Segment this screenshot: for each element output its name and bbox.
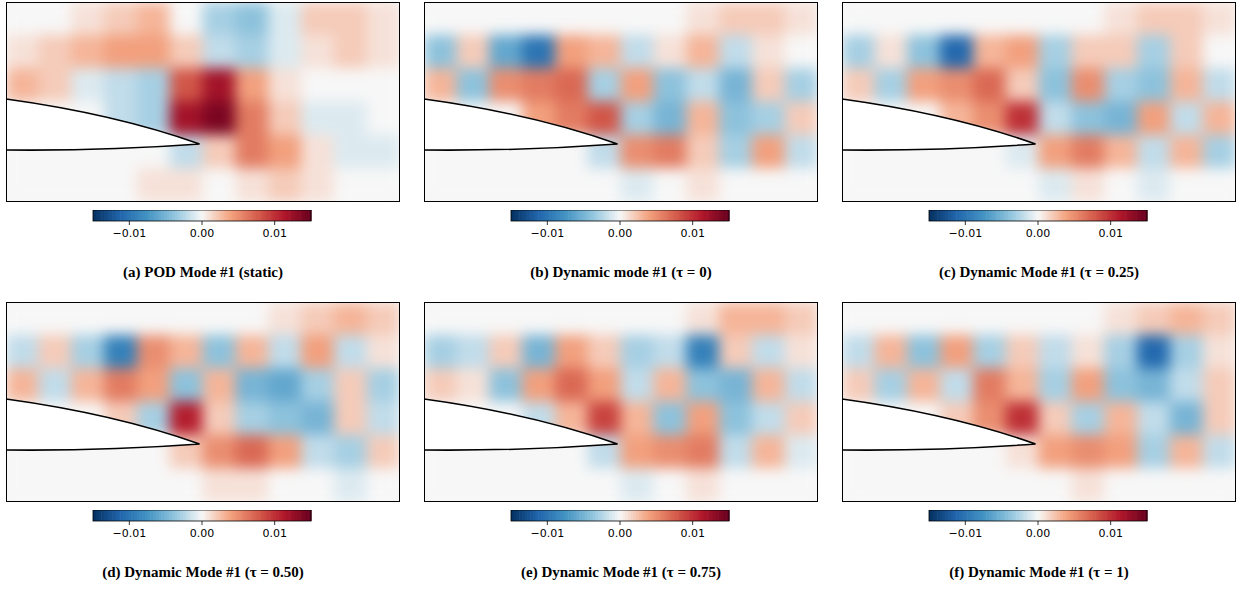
html-text:(d) Dynamic Mode #1 (τ = 0.50): (d) Dynamic Mode #1 (τ = 0.50): [102, 564, 304, 580]
html-text:(c) Dynamic Mode #1 (τ = 0.25): (c) Dynamic Mode #1 (τ = 0.25): [939, 264, 1139, 280]
svg-text:0.00: 0.00: [1026, 527, 1051, 540]
svg-text:0.01: 0.01: [262, 227, 287, 240]
svg-text:−0.01: −0.01: [112, 227, 146, 240]
html-text:(b) Dynamic mode #1 (τ = 0): (b) Dynamic mode #1 (τ = 0): [530, 264, 712, 280]
svg-text:−0.01: −0.01: [530, 227, 564, 240]
html-text:(a) POD Mode #1 (static): (a) POD Mode #1 (static): [123, 264, 283, 280]
svg-text:0.01: 0.01: [1098, 227, 1123, 240]
svg-text:0.00: 0.00: [1026, 227, 1051, 240]
svg-text:0.01: 0.01: [1098, 527, 1123, 540]
html-text:(e) Dynamic Mode #1 (τ = 0.75): (e) Dynamic Mode #1 (τ = 0.75): [521, 564, 721, 580]
svg-text:0.00: 0.00: [190, 527, 215, 540]
svg-text:0.00: 0.00: [608, 527, 633, 540]
svg-text:0.00: 0.00: [190, 227, 215, 240]
svg-text:−0.01: −0.01: [948, 527, 982, 540]
svg-text:0.00: 0.00: [608, 227, 633, 240]
html-text:(f) Dynamic Mode #1 (τ = 1): (f) Dynamic Mode #1 (τ = 1): [949, 564, 1129, 580]
svg-text:0.01: 0.01: [262, 527, 287, 540]
svg-text:−0.01: −0.01: [112, 527, 146, 540]
svg-text:0.01: 0.01: [680, 527, 705, 540]
svg-text:−0.01: −0.01: [948, 227, 982, 240]
svg-text:0.01: 0.01: [680, 227, 705, 240]
svg-text:−0.01: −0.01: [530, 527, 564, 540]
